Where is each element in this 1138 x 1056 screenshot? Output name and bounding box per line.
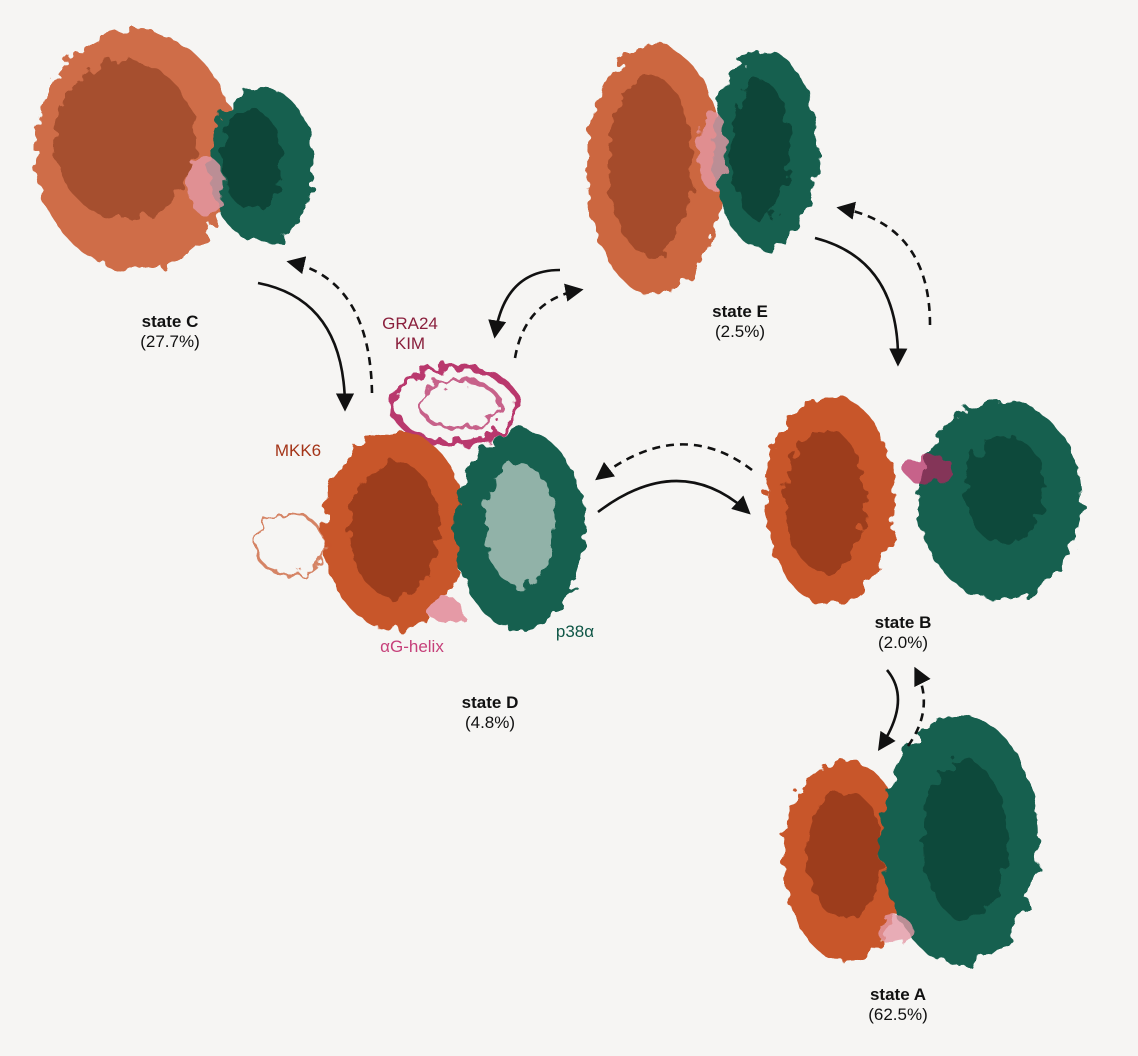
arrow-e-to-d [488, 268, 561, 339]
state-a-label: state A (62.5%) [838, 985, 958, 1026]
arrow-d-to-b [597, 479, 751, 515]
state-a-percent: (62.5%) [868, 1005, 928, 1025]
alpha-g-helix-label: αG-helix [380, 637, 444, 656]
arrow-c-to-d [257, 281, 355, 412]
arrow-b-to-d [595, 443, 753, 481]
state-c-percent: (27.7%) [140, 332, 200, 352]
state-d-structure [253, 364, 585, 630]
state-e-name: state E [712, 302, 768, 321]
state-b-structure [765, 395, 1082, 605]
state-d-label: state D (4.8%) [430, 693, 550, 734]
state-d-gra24-blob [390, 364, 520, 446]
arrow-d-to-c [286, 256, 374, 394]
state-c-name: state C [141, 312, 199, 331]
arrow-e-to-b [814, 236, 908, 367]
arrow-a-to-b [906, 666, 931, 747]
state-a-name: state A [869, 985, 927, 1004]
arrow-b-to-e [836, 201, 932, 326]
state-e-structure [587, 45, 817, 295]
arrow-b-to-a [877, 669, 900, 752]
state-a-structure [783, 715, 1038, 965]
state-e-label: state E (2.5%) [680, 302, 800, 343]
state-c-structure [35, 30, 314, 270]
arrow-d-to-e [513, 283, 584, 359]
state-d-percent: (4.8%) [464, 713, 516, 733]
gra24-label: GRA24 [382, 314, 438, 333]
state-c-label: state C (27.7%) [110, 312, 230, 353]
state-b-percent: (2.0%) [877, 633, 929, 653]
state-b-label: state B (2.0%) [843, 613, 963, 654]
p38-label: p38α [555, 622, 595, 641]
mkk6-label: MKK6 [274, 441, 322, 460]
gra24-kim-label: GRA24 KIM [370, 314, 450, 355]
state-d-name: state D [461, 693, 519, 712]
state-e-percent: (2.5%) [714, 322, 766, 342]
transition-arrows [257, 201, 932, 752]
state-b-name: state B [874, 613, 932, 632]
kim-label: KIM [394, 334, 426, 354]
